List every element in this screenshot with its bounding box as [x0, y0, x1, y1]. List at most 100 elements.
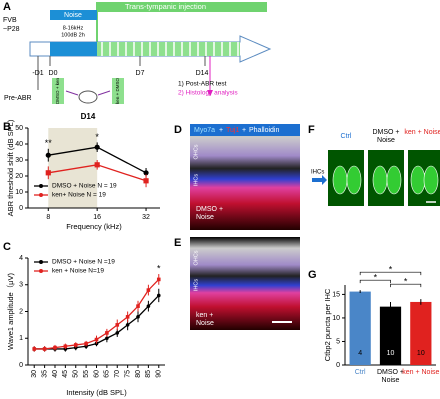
marker	[53, 345, 57, 350]
stain-sep: +	[242, 127, 246, 134]
y-axis-label: Ctbp2 puncta per IHC	[323, 288, 332, 361]
images-f	[328, 150, 440, 206]
x-tick-label: 30	[31, 370, 38, 378]
x-tick-label: 70	[114, 370, 121, 378]
marker	[32, 347, 37, 351]
marker	[84, 341, 88, 346]
row-label: OHCs	[193, 144, 199, 159]
legend-label: ken+ Noise N = 19	[52, 192, 106, 199]
marker	[94, 341, 99, 346]
x-tick-label: DMSO + Noise	[376, 369, 405, 384]
significance: *	[157, 263, 161, 273]
marker	[136, 315, 140, 319]
panel-label: E	[174, 237, 181, 249]
panel-label: D	[174, 124, 182, 136]
x-tick-label: 75	[124, 370, 131, 378]
marker	[125, 315, 130, 319]
x-tick-label: 16	[93, 214, 101, 221]
bar	[410, 301, 432, 365]
x-tick-label: 90	[156, 370, 163, 378]
x-tick-label: 50	[73, 370, 80, 378]
mouse	[78, 90, 98, 104]
y-tick-label: 2	[19, 308, 23, 315]
marker	[156, 277, 161, 282]
pre-abr: Pre-ABR	[4, 95, 32, 102]
marker	[73, 343, 78, 347]
injection-label: Trans-tympanic injection	[125, 2, 206, 11]
marker	[136, 304, 140, 308]
marker	[115, 331, 120, 335]
x-tick-label: 60	[93, 370, 100, 378]
x-axis-label: Frequency (kHz)	[66, 222, 122, 231]
noise-band: 8-16kHz	[63, 25, 84, 31]
age: ~P28	[3, 26, 20, 33]
x-tick-label: 40	[52, 370, 59, 378]
stain: Phalloidin	[249, 127, 279, 134]
n-label: 10	[417, 350, 425, 357]
legend-label: DMSO + Noise N = 19	[52, 183, 117, 190]
y-tick-label: 3	[19, 282, 23, 289]
image-e	[190, 237, 300, 330]
marker	[146, 304, 151, 308]
row-label: OHCs	[193, 250, 199, 265]
y-axis-label: Wave1 amplitude（μV)	[6, 273, 15, 350]
y-tick-label: 15	[332, 291, 340, 298]
y-tick-label: 30	[15, 157, 23, 164]
stain: Myo7a	[194, 127, 215, 134]
y-tick-label: 1	[19, 335, 23, 342]
significance: *	[389, 265, 393, 275]
row-label: IHCs	[193, 279, 199, 291]
day-ticks	[37, 56, 206, 90]
marker	[45, 170, 51, 176]
marker	[156, 293, 161, 298]
marker	[42, 347, 47, 351]
panel-label: A	[3, 1, 11, 13]
bar	[379, 306, 402, 365]
y-tick-label: 0	[336, 362, 340, 369]
f-label: ken + Noise	[404, 129, 440, 136]
panel-label: G	[308, 269, 317, 281]
noise-level: 100dB 2h	[61, 32, 85, 38]
n-label: 10	[387, 350, 395, 357]
group-box	[52, 78, 64, 104]
e-group: ken + Noise	[196, 312, 214, 327]
x-tick-label: 35	[41, 370, 48, 378]
f-label: Ctrl	[340, 133, 352, 140]
marker	[94, 144, 100, 150]
y-tick-label: 20	[15, 173, 23, 180]
bracket	[359, 271, 422, 276]
x-tick-label: 8	[46, 214, 50, 221]
image-d	[190, 124, 300, 230]
significance: *	[404, 277, 408, 287]
x-tick-label: ken + Noise	[402, 369, 440, 376]
x-tick-label: 85	[145, 370, 152, 378]
group2: ken + DMSO	[115, 78, 120, 104]
bracket	[359, 279, 391, 284]
legend-marker	[39, 193, 43, 197]
day-label: D0	[49, 70, 58, 77]
group-box	[112, 78, 124, 104]
y-tick-label: 5	[336, 338, 340, 345]
panel-label: C	[3, 241, 11, 253]
legend-marker	[39, 260, 43, 264]
x-tick-label: 45	[62, 370, 69, 378]
marker	[105, 331, 109, 335]
bar	[349, 291, 371, 365]
stain-sep: +	[219, 127, 223, 134]
x-tick-label: 80	[135, 370, 142, 378]
y-tick-label: 0	[19, 362, 23, 369]
n-label: 4	[358, 350, 362, 357]
panel-label: B	[3, 121, 11, 133]
marker	[143, 178, 149, 184]
panel-label: F	[308, 124, 315, 136]
marker	[63, 344, 68, 349]
legend-marker	[39, 184, 43, 188]
y-tick-label: 10	[332, 315, 340, 322]
y-tick-label: 10	[15, 189, 23, 196]
y-axis-label: ABR threshold shift (dB SPL)	[6, 119, 15, 216]
marker	[94, 337, 99, 342]
arrows	[65, 90, 111, 96]
significance: *	[95, 132, 99, 142]
